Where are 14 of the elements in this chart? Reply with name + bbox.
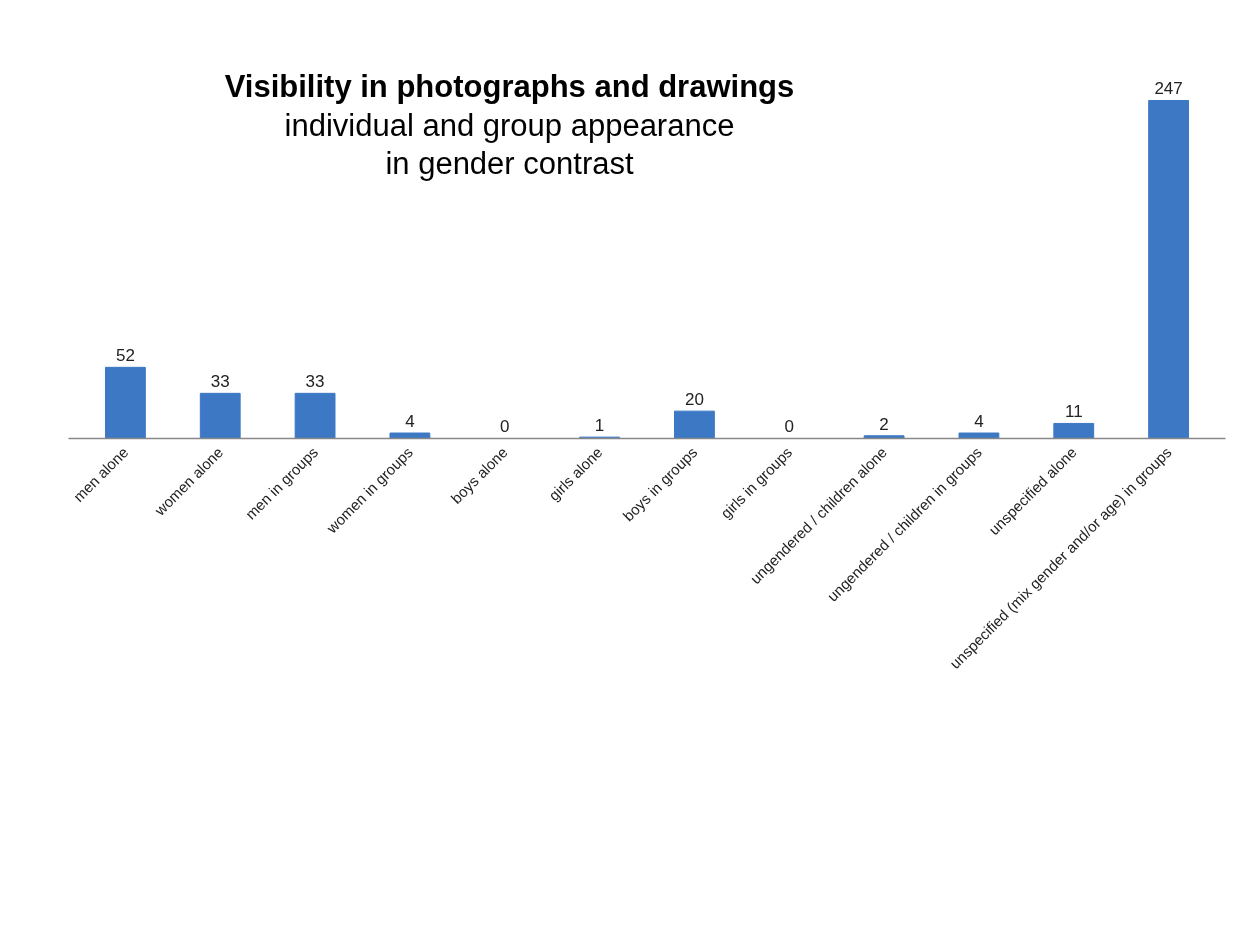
data-label: 2 <box>879 414 889 434</box>
data-label: 20 <box>684 390 704 410</box>
text: individual and group appearance in gender contrast <box>284 107 735 182</box>
data-label: 0 <box>500 417 510 437</box>
data-label: 4 <box>974 411 984 431</box>
data-label: 33 <box>210 372 230 392</box>
data-label: 247 <box>1154 79 1183 99</box>
data-label: 11 <box>1064 402 1083 422</box>
data-label: 1 <box>594 416 605 436</box>
chart-title: Visibility in photographs and drawings <box>224 68 795 104</box>
data-label: 4 <box>405 411 415 431</box>
data-label: 52 <box>115 346 135 366</box>
data-label: 33 <box>305 372 325 392</box>
data-label: 0 <box>784 417 794 437</box>
